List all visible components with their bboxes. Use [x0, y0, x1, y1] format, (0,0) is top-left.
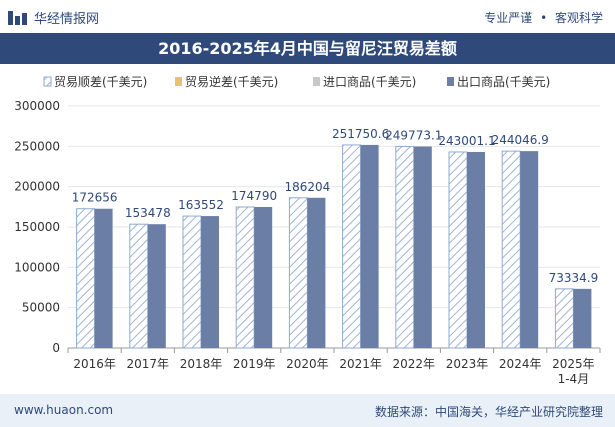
- data-label: 163552: [178, 198, 224, 212]
- x-tick-label: 2025年: [552, 357, 595, 371]
- x-tick-label: 2019年: [233, 357, 276, 371]
- x-tick-label: 2021年: [339, 357, 382, 371]
- legend: 贸易顺差(千美元) 贸易逆差(千美元) 进口商品(千美元) 出口商品(千美元): [43, 74, 550, 89]
- top-bar: 华经情报网 专业严谨 • 客观科学: [0, 0, 615, 33]
- y-tick-label: 250000: [14, 139, 60, 153]
- y-tick-label: 0: [52, 341, 60, 355]
- dot-icon: •: [540, 11, 548, 25]
- bar-surplus: [395, 146, 415, 349]
- header-tags: 专业严谨 • 客观科学: [484, 9, 603, 26]
- bar-surplus: [448, 151, 468, 349]
- legend-item-2: 进口商品(千美元): [323, 74, 416, 89]
- legend-swatch-1: [175, 77, 182, 86]
- legend-item-3: 出口商品(千美元): [457, 74, 550, 89]
- footer: www.huaon.com 数据来源：中国海关，华经产业研究院整理: [0, 394, 615, 427]
- bar-export: [307, 197, 326, 348]
- x-tick-label: 2017年: [127, 357, 170, 371]
- bar-chart: 贸易顺差(千美元) 贸易逆差(千美元) 进口商品(千美元) 出口商品(千美元) 0 50…: [14, 74, 601, 386]
- brand: 华经情报网: [8, 8, 99, 27]
- legend-item-1: 贸易逆差(千美元): [185, 74, 278, 89]
- x-tick-label: 2024年: [499, 357, 542, 371]
- bar-export: [360, 144, 379, 348]
- footer-source: 数据来源：中国海关，华经产业研究院整理: [374, 405, 603, 419]
- y-tick-label: 100000: [14, 260, 60, 274]
- brand-name: 华经情报网: [34, 12, 100, 27]
- x-axis: 2016年 2017年 2018年 2019年 2020年 2021年 2022年 2023年…: [67, 348, 601, 386]
- bar-surplus: [501, 150, 521, 349]
- tag-objective: 客观科学: [554, 11, 603, 25]
- bar-surplus: [129, 223, 149, 349]
- y-tick-label: 50000: [22, 301, 60, 315]
- data-label: 243001.1: [438, 134, 495, 148]
- legend-swatch-3: [447, 77, 454, 86]
- data-label: 153478: [125, 206, 171, 220]
- x-tick-label: 2016年: [73, 357, 116, 371]
- data-label: 186204: [284, 180, 330, 194]
- y-tick-label: 200000: [14, 180, 60, 194]
- legend-swatch-2: [313, 77, 320, 86]
- footer-site: www.huaon.com: [14, 403, 114, 417]
- data-label: 251750.6: [332, 127, 389, 141]
- bar-export: [413, 146, 432, 348]
- chart-title: 2016-2025年4月中国与留尼汪贸易差额: [0, 33, 615, 64]
- x-tick-label: 2018年: [180, 357, 223, 371]
- bar-surplus: [288, 197, 308, 349]
- y-tick-label: 300000: [14, 99, 60, 113]
- legend-item-0: 贸易顺差(千美元): [54, 75, 147, 89]
- bar-surplus: [182, 215, 202, 349]
- x-tick-label: 2023年: [446, 357, 489, 371]
- data-label: 244046.9: [492, 133, 549, 147]
- data-label: 172656: [72, 191, 118, 205]
- data-label: 73334.9: [549, 271, 599, 285]
- legend-swatch-0: [43, 76, 52, 87]
- bar-surplus: [235, 206, 255, 349]
- x-tick-label: 2022年: [393, 357, 436, 371]
- tag-professional: 专业严谨: [484, 11, 533, 25]
- bar-surplus: [342, 144, 362, 349]
- bar-export: [147, 224, 166, 348]
- x-tick-label: 2020年: [286, 357, 329, 371]
- bar-export: [201, 216, 219, 348]
- bar-surplus: [554, 288, 574, 349]
- bar-logo-icon: [8, 10, 28, 25]
- data-label: 174790: [231, 189, 277, 203]
- bar-export: [94, 208, 113, 348]
- bar-export: [467, 151, 485, 348]
- y-tick-label: 150000: [14, 220, 60, 234]
- bar-surplus: [76, 208, 96, 349]
- bar-export: [573, 288, 592, 348]
- bars: 172656153478163552174790186204251750.624…: [72, 127, 599, 349]
- bar-export: [254, 207, 273, 348]
- bar-export: [520, 151, 539, 348]
- x-tick-label: 1-4月: [558, 372, 590, 386]
- data-label: 249773.1: [385, 129, 442, 143]
